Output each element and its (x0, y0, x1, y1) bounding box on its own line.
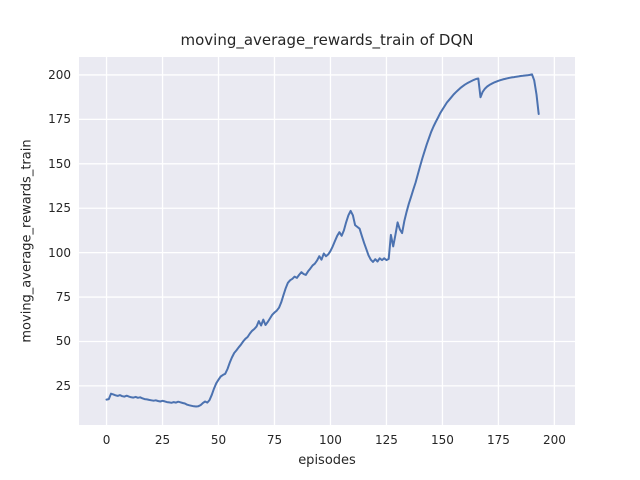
x-tick-label: 25 (154, 433, 171, 447)
y-tick-label: 150 (48, 156, 71, 171)
plot-area (79, 57, 575, 425)
x-tick-label: 125 (374, 433, 398, 447)
data-line-series (105, 73, 540, 408)
x-tick-label: 175 (486, 433, 510, 447)
y-tick-label: 100 (48, 245, 71, 260)
y-tick-label: 50 (55, 334, 71, 349)
y-tick-label: 125 (48, 201, 71, 216)
x-tick-label: 50 (210, 433, 227, 447)
y-tick-label: 25 (55, 378, 71, 393)
chart-title: moving_average_rewards_train of DQN (180, 31, 474, 49)
x-tick-label: 0 (102, 433, 111, 447)
x-tick-label: 100 (319, 433, 342, 447)
x-tick-label: 200 (542, 433, 566, 447)
y-tick-label: 175 (48, 112, 71, 127)
y-tick-label: 75 (55, 290, 71, 305)
x-tick-label: 75 (266, 433, 283, 447)
x-axis-label: episodes (298, 453, 356, 468)
x-tick-label: 150 (430, 433, 454, 447)
y-tick-label: 200 (48, 67, 71, 82)
